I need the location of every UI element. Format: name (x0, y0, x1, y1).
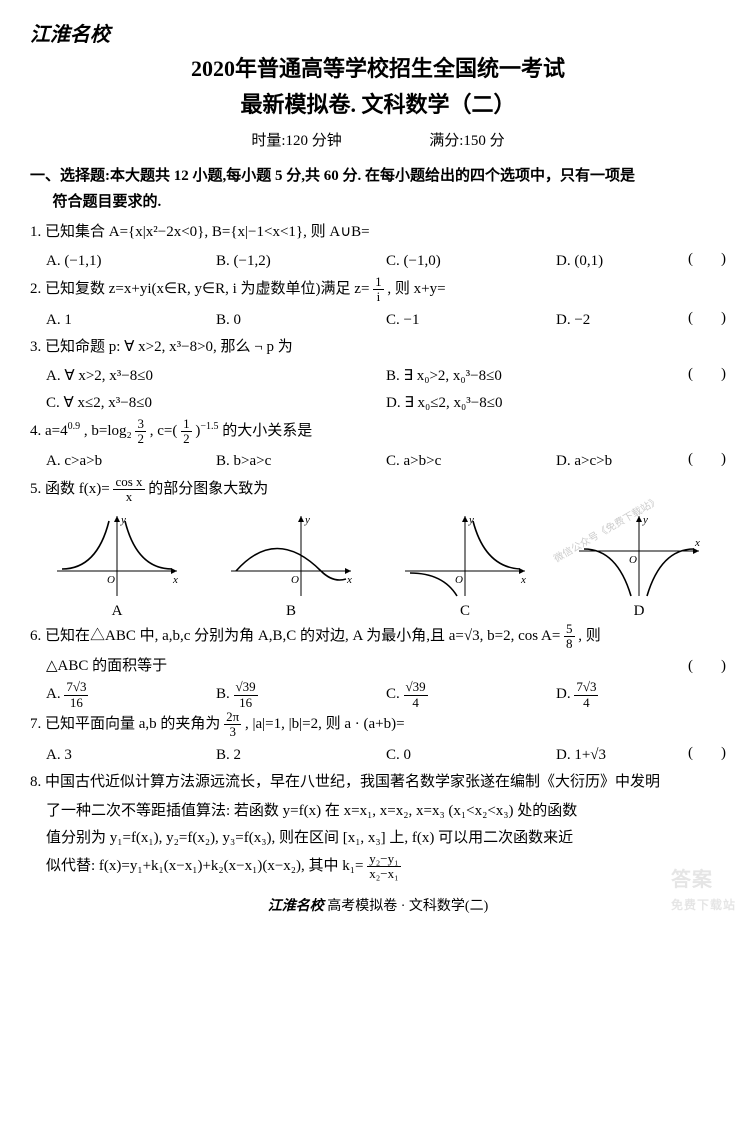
q1-stem: 1. 已知集合 A={x|x²−2x<0}, B={x|−1<x<1}, 则 A… (30, 219, 726, 246)
q7-option-B: B. 2 (216, 742, 386, 769)
q5-graphs: 微信公众号《免费下载站》 y x O A y x (30, 511, 726, 620)
svg-text:y: y (304, 514, 310, 526)
question-5: 5. 函数 f(x)= cos xx 的部分图象大致为 (30, 475, 726, 505)
question-7: 7. 已知平面向量 a,b 的夹角为 2π3 , |a|=1, |b|=2, 则… (30, 710, 726, 740)
q6-option-D: D. 7√34 (556, 680, 726, 710)
title-sub: 最新模拟卷. 文科数学（二） (30, 87, 726, 119)
svg-text:x: x (172, 574, 178, 586)
q3-stem: 3. 已知命题 p: ∀ x>2, x³−8>0, 那么 ¬ p 为 (30, 334, 726, 361)
answer-paren: () (688, 446, 726, 473)
q6-stem: 6. 已知在△ABC 中, a,b,c 分别为角 A,B,C 的对边, A 为最… (30, 622, 726, 652)
svg-text:O: O (629, 554, 637, 566)
q7-option-C: C. 0 (386, 742, 556, 769)
q5-label-C: C (395, 603, 535, 620)
question-4: 4. a=40.9 , b=log₂ 32 , c=( 12 )−1.5 的大小… (30, 417, 726, 447)
answer-paren: () (688, 740, 726, 767)
exam-info: 时量:120 分钟 满分:150 分 (30, 129, 726, 150)
page-footer: 江淮名校 高考模拟卷 · 文科数学(二) (30, 895, 726, 915)
full-score: 满分:150 分 (429, 133, 504, 149)
question-1: 1. 已知集合 A={x|x²−2x<0}, B={x|−1<x<1}, 则 A… (30, 219, 726, 246)
q5-label-A: A (47, 603, 187, 620)
time-limit: 时量:120 分钟 (251, 133, 341, 149)
q4-option-B: B. b>a>c (216, 448, 386, 475)
q4-options: A. c>a>b B. b>a>c C. a>b>c D. a>c>b (30, 448, 726, 475)
svg-text:x: x (346, 574, 352, 586)
question-8: 8. 中国古代近似计算方法源远流长，早在八世纪，我国著名数学家张遂在编制《大衍历… (30, 769, 726, 796)
q8-line4: 似代替: f(x)=y₁+k₁(x−x₁)+k₂(x−x₁)(x−x₂), 其中… (30, 852, 726, 882)
q1-option-B: B. (−1,2) (216, 248, 386, 275)
question-3: 3. 已知命题 p: ∀ x>2, x³−8>0, 那么 ¬ p 为 () (30, 334, 726, 361)
q1-options: A. (−1,1) B. (−1,2) C. (−1,0) D. (0,1) (30, 248, 726, 275)
q2-stem: 2. 已知复数 z=x+yi(x∈R, y∈R, i 为虚数单位)满足 z= 1… (30, 275, 726, 305)
q7-options: A. 3 B. 2 C. 0 D. 1+√3 (30, 742, 726, 769)
q6-line2: △ABC 的面积等于 () (30, 653, 726, 680)
title-main: 2020年普通高等学校招生全国统一考试 (30, 51, 726, 83)
q1-option-A: A. (−1,1) (46, 248, 216, 275)
q7-option-A: A. 3 (46, 742, 216, 769)
corner-watermark: 答案 免费下载站 (671, 863, 736, 915)
q5-graph-D: y x O D (569, 511, 709, 620)
q6-option-B: B. √3916 (216, 680, 386, 710)
q3-option-D: D. ∃ x₀≤2, x₀³−8≤0 (386, 390, 726, 417)
q4-stem: 4. a=40.9 , b=log₂ 32 , c=( 12 )−1.5 的大小… (30, 417, 726, 447)
svg-text:x: x (694, 537, 700, 549)
q5-stem: 5. 函数 f(x)= cos xx 的部分图象大致为 (30, 475, 726, 505)
answer-paren: () (688, 305, 726, 332)
q4-option-C: C. a>b>c (386, 448, 556, 475)
q6-options: A. 7√316 B. √3916 C. √394 D. 7√34 (30, 680, 726, 710)
q2-option-C: C. −1 (386, 307, 556, 334)
q3-options: A. ∀ x>2, x³−8≤0 B. ∃ x₀>2, x₀³−8≤0 C. ∀… (30, 363, 726, 417)
q6-option-C: C. √394 (386, 680, 556, 710)
question-2: 2. 已知复数 z=x+yi(x∈R, y∈R, i 为虚数单位)满足 z= 1… (30, 275, 726, 305)
q2-option-B: B. 0 (216, 307, 386, 334)
q5-graph-C: y x O C (395, 511, 535, 620)
section-1-heading: 一、选择题:本大题共 12 小题,每小题 5 分,共 60 分. 在每小题给出的… (30, 164, 726, 215)
svg-text:O: O (107, 574, 115, 586)
svg-text:O: O (291, 574, 299, 586)
q5-graph-A: y x O A (47, 511, 187, 620)
q8-line2: 了一种二次不等距插值算法: 若函数 y=f(x) 在 x=x₁, x=x₂, x… (30, 798, 726, 825)
q5-label-D: D (569, 603, 709, 620)
q2-option-A: A. 1 (46, 307, 216, 334)
exam-page: 江淮名校 2020年普通高等学校招生全国统一考试 最新模拟卷. 文科数学（二） … (0, 0, 756, 925)
q5-label-B: B (221, 603, 361, 620)
q4-option-A: A. c>a>b (46, 448, 216, 475)
q3-option-C: C. ∀ x≤2, x³−8≤0 (46, 390, 386, 417)
q8-line1: 8. 中国古代近似计算方法源远流长，早在八世纪，我国著名数学家张遂在编制《大衍历… (30, 769, 726, 796)
brand-logo: 江淮名校 (30, 18, 726, 47)
svg-text:x: x (520, 574, 526, 586)
q6-option-A: A. 7√316 (46, 680, 216, 710)
q1-option-C: C. (−1,0) (386, 248, 556, 275)
q8-line3: 值分别为 y₁=f(x₁), y₂=f(x₂), y₃=f(x₃), 则在区间 … (30, 825, 726, 852)
q7-stem: 7. 已知平面向量 a,b 的夹角为 2π3 , |a|=1, |b|=2, 则… (30, 710, 726, 740)
q3-option-A: A. ∀ x>2, x³−8≤0 (46, 363, 386, 390)
answer-paren: () (688, 361, 726, 388)
q5-graph-B: y x O B (221, 511, 361, 620)
svg-text:O: O (455, 574, 463, 586)
q2-options: A. 1 B. 0 C. −1 D. −2 (30, 307, 726, 334)
svg-text:y: y (642, 514, 648, 526)
question-6: 6. 已知在△ABC 中, a,b,c 分别为角 A,B,C 的对边, A 为最… (30, 622, 726, 652)
answer-paren: () (688, 246, 726, 273)
answer-paren: () (688, 653, 726, 680)
q3-option-B: B. ∃ x₀>2, x₀³−8≤0 (386, 363, 726, 390)
